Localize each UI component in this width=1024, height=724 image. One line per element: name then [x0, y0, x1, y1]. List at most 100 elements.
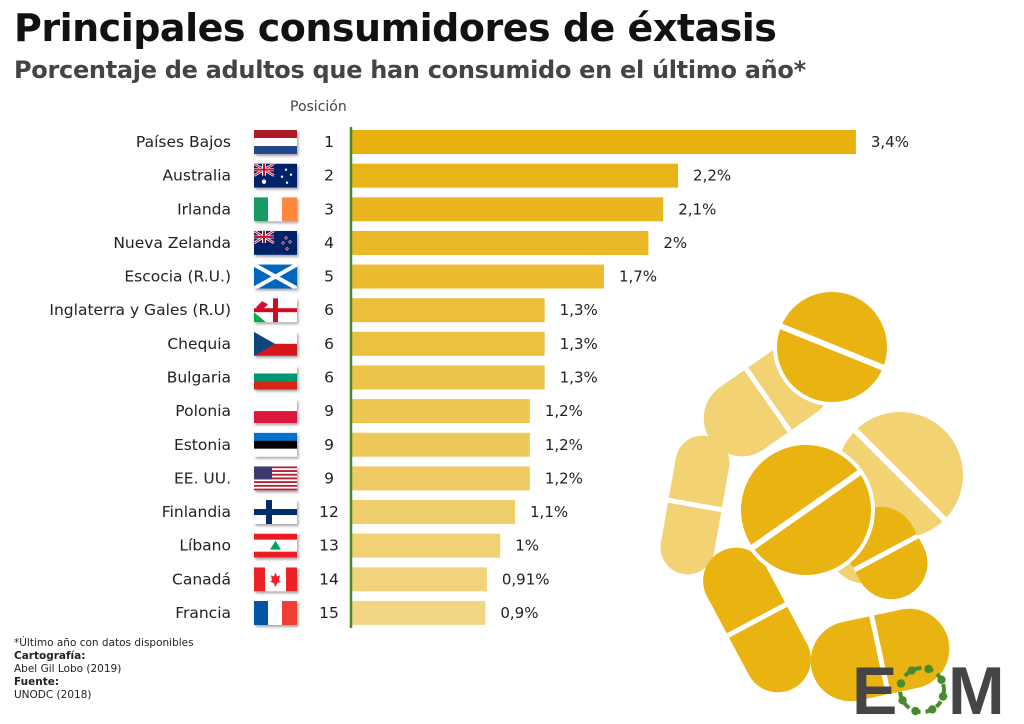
position-label: 9 — [324, 402, 334, 420]
cartography-label: Cartografía: — [14, 650, 86, 662]
cartography-value: Abel Gil Lobo (2019) — [14, 663, 122, 675]
position-label: 13 — [319, 537, 339, 555]
category-label: EE. UU. — [174, 469, 231, 487]
bar-row: Bulgaria 6 1,3% — [167, 365, 598, 390]
bar-row: Francia 15 0,9% — [175, 600, 538, 625]
chart-subtitle: Porcentaje de adultos que han consumido … — [14, 56, 806, 84]
category-label: Escocia (R.U.) — [124, 268, 231, 286]
position-column-header: Posición — [290, 99, 347, 115]
finland-flag-icon — [254, 500, 297, 525]
bar — [352, 500, 516, 525]
value-label: 1,2% — [545, 469, 583, 487]
value-label: 3,4% — [871, 133, 909, 151]
bar-row: Nueva Zelanda 4 2% — [113, 230, 687, 255]
bar — [352, 466, 530, 491]
category-label: Australia — [162, 167, 231, 185]
category-label: Nueva Zelanda — [113, 234, 231, 252]
netherlands-flag-icon — [254, 130, 297, 154]
estonia-flag-icon — [254, 432, 297, 457]
position-label: 3 — [324, 200, 334, 218]
eom-logo: E M — [852, 653, 1005, 720]
bar-row: Líbano 13 1% — [179, 533, 539, 558]
category-label: Chequia — [167, 335, 231, 353]
bar-row: Australia 2 2,2% — [162, 163, 731, 188]
england-wales-flag-icon — [254, 298, 297, 323]
position-label: 6 — [324, 335, 334, 353]
category-label: Estonia — [174, 436, 231, 454]
source-value: UNODC (2018) — [14, 689, 92, 701]
category-label: Bulgaria — [167, 368, 231, 386]
pills-illustration — [660, 288, 967, 702]
value-label: 0,9% — [500, 604, 538, 622]
bar — [352, 600, 486, 625]
value-label: 1,7% — [619, 268, 657, 286]
position-label: 6 — [324, 301, 334, 319]
footer: *Último año con datos disponibles Cartog… — [14, 637, 194, 702]
france-flag-icon — [254, 600, 297, 625]
position-label: 1 — [324, 133, 334, 151]
bar-row: Chequia 6 1,3% — [167, 331, 598, 356]
bar — [352, 432, 530, 457]
position-label: 12 — [319, 503, 339, 521]
position-label: 9 — [324, 436, 334, 454]
category-label: Polonia — [175, 402, 231, 420]
position-label: 14 — [319, 570, 339, 588]
value-label: 2% — [663, 234, 687, 252]
position-label: 4 — [324, 234, 334, 252]
value-label: 1% — [515, 537, 539, 555]
bar-row: Escocia (R.U.) 5 1,7% — [124, 264, 657, 289]
usa-flag-icon — [254, 466, 297, 491]
new-zealand-flag-icon — [254, 230, 297, 255]
scotland-flag-icon — [254, 264, 297, 289]
czechia-flag-icon — [254, 331, 297, 356]
category-label: Líbano — [179, 537, 231, 555]
bar — [352, 230, 649, 255]
bar — [352, 365, 545, 390]
value-label: 1,1% — [530, 503, 568, 521]
bar — [352, 533, 501, 558]
value-label: 1,3% — [560, 301, 598, 319]
value-label: 2,1% — [678, 200, 716, 218]
source-label: Fuente: — [14, 676, 60, 688]
value-label: 1,2% — [545, 436, 583, 454]
bar-row: Estonia 9 1,2% — [174, 432, 583, 457]
bar — [352, 264, 604, 289]
bar — [352, 130, 856, 154]
value-label: 1,3% — [560, 368, 598, 386]
chart-title: Principales consumidores de éxtasis — [14, 6, 777, 50]
position-label: 9 — [324, 469, 334, 487]
lebanon-flag-icon — [254, 533, 297, 558]
position-label: 5 — [324, 268, 334, 286]
footnote: *Último año con datos disponibles — [14, 637, 194, 649]
position-label: 2 — [324, 167, 334, 185]
ireland-flag-icon — [254, 197, 297, 222]
poland-flag-icon — [254, 399, 297, 424]
category-label: Irlanda — [177, 200, 231, 218]
category-label: Inglaterra y Gales (R.U) — [49, 301, 231, 319]
bar-row: Polonia 9 1,2% — [175, 399, 583, 424]
category-label: Finlandia — [162, 503, 231, 521]
value-label: 1,3% — [560, 335, 598, 353]
bar-row: Países Bajos 1 3,4% — [136, 130, 909, 154]
category-label: Francia — [175, 604, 231, 622]
bar — [352, 163, 679, 188]
bar-row: Inglaterra y Gales (R.U) 6 1,3% — [49, 298, 598, 323]
bar-row: Canadá 14 0,91% — [172, 567, 550, 592]
canada-flag-icon — [254, 567, 297, 592]
bulgaria-flag-icon — [254, 365, 297, 390]
logo-letter-e: E — [852, 653, 897, 720]
bar-row: EE. UU. 9 1,2% — [174, 466, 583, 491]
bar — [352, 331, 545, 356]
bar-rows: Países Bajos 1 3,4% Australia 2 2,2% Irlanda 3 2… — [49, 130, 909, 625]
australia-flag-icon — [254, 163, 297, 188]
bar — [352, 399, 530, 424]
category-label: Países Bajos — [136, 133, 231, 151]
value-label: 2,2% — [693, 167, 731, 185]
bar — [352, 298, 545, 323]
category-label: Canadá — [172, 570, 231, 588]
value-label: 0,91% — [502, 570, 550, 588]
bar-row: Irlanda 3 2,1% — [177, 197, 716, 222]
bar-row: Finlandia 12 1,1% — [162, 500, 568, 525]
position-label: 6 — [324, 368, 334, 386]
